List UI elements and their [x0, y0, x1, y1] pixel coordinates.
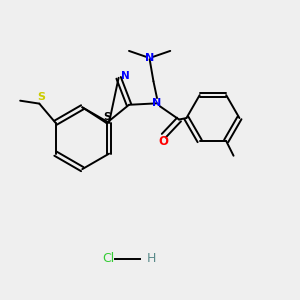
- Text: N: N: [145, 53, 154, 63]
- Text: Cl: Cl: [102, 252, 115, 266]
- Text: H: H: [147, 252, 156, 266]
- Text: O: O: [158, 135, 168, 148]
- Text: N: N: [121, 71, 130, 81]
- Text: S: S: [37, 92, 45, 102]
- Text: S: S: [103, 112, 110, 122]
- Text: N: N: [152, 98, 162, 108]
